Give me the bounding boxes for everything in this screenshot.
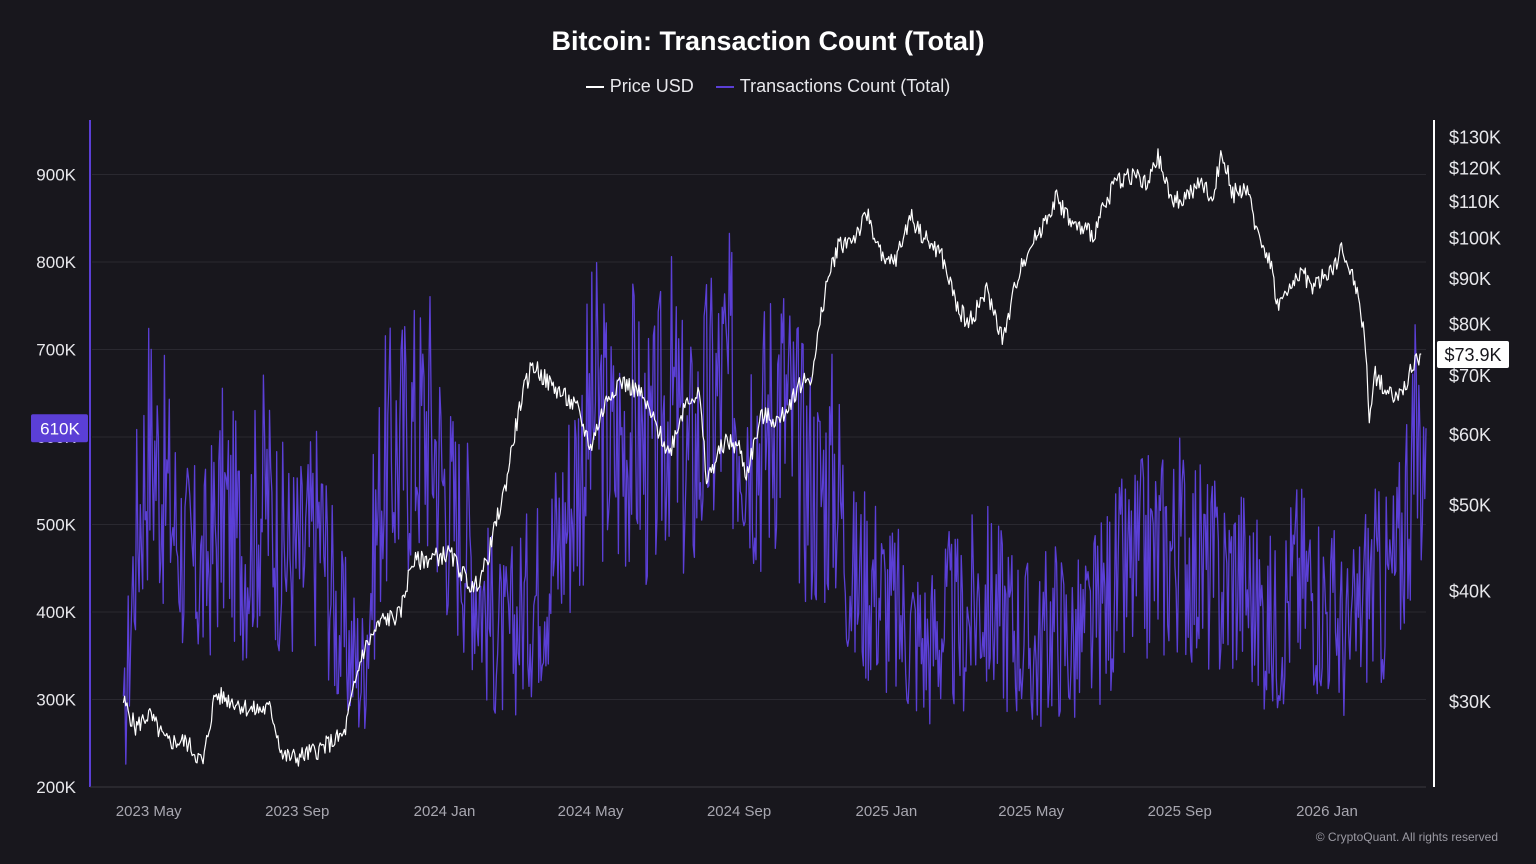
transactions-count-series-line xyxy=(122,232,1427,765)
legend-swatch-transactions xyxy=(715,85,734,88)
left-current-value-badge xyxy=(31,414,88,443)
chart-legend: Price USD Transactions Count (Total) xyxy=(0,76,1536,97)
legend-item-transactions[interactable]: Transactions Count (Total) xyxy=(715,76,951,97)
x-axis-tick-label: 2025 Jan xyxy=(855,803,917,820)
right-current-value-label: $73.9K xyxy=(1444,345,1501,365)
legend-swatch-price xyxy=(585,85,604,88)
left-current-value-label: 610K xyxy=(40,419,80,438)
right-axis-tick-label: $60K xyxy=(1449,425,1491,445)
right-axis-tick-label: $80K xyxy=(1449,314,1491,334)
x-axis-tick-label: 2024 May xyxy=(558,803,624,820)
x-axis-tick-label: 2025 May xyxy=(998,803,1064,820)
left-axis-tick-label: 400K xyxy=(36,603,76,622)
left-axis-tick-label: 800K xyxy=(36,253,76,272)
x-axis-tick-label: 2026 Jan xyxy=(1296,803,1358,820)
right-axis-tick-label: $90K xyxy=(1449,269,1491,289)
legend-label-price: Price USD xyxy=(609,76,694,96)
right-axis-tick-label: $110K xyxy=(1449,192,1500,212)
right-axis-tick-label: $30K xyxy=(1449,692,1491,712)
right-current-value-badge xyxy=(1437,340,1509,368)
left-axis-tick-label: 900K xyxy=(36,166,76,185)
right-axis-tick-label: $130K xyxy=(1449,128,1501,148)
x-axis-tick-label: 2023 May xyxy=(116,803,182,820)
x-axis-tick-label: 2025 Sep xyxy=(1148,803,1212,820)
right-axis-tick-label: $100K xyxy=(1449,229,1501,249)
right-axis-tick-label: $120K xyxy=(1449,158,1501,178)
legend-item-price[interactable]: Price USD xyxy=(585,76,694,97)
x-axis-tick-label: 2024 Jan xyxy=(414,803,476,820)
left-axis-tick-label: 300K xyxy=(36,691,76,710)
left-axis-tick-label: 200K xyxy=(36,778,76,797)
legend-label-transactions: Transactions Count (Total) xyxy=(739,76,951,96)
copyright-notice: © CryptoQuant. All rights reserved xyxy=(1315,830,1498,844)
x-axis-tick-label: 2023 Sep xyxy=(265,803,329,820)
chart-title: Bitcoin: Transaction Count (Total) xyxy=(551,26,985,56)
right-axis-tick-label: $50K xyxy=(1449,495,1491,515)
price-usd-series-line xyxy=(122,148,1422,767)
right-axis-tick-label: $70K xyxy=(1449,366,1491,386)
x-axis-tick-label: 2024 Sep xyxy=(707,803,771,820)
left-axis-tick-label: 500K xyxy=(36,516,76,535)
left-axis-tick-label: 700K xyxy=(36,341,76,360)
right-axis-tick-label: $40K xyxy=(1449,581,1491,601)
